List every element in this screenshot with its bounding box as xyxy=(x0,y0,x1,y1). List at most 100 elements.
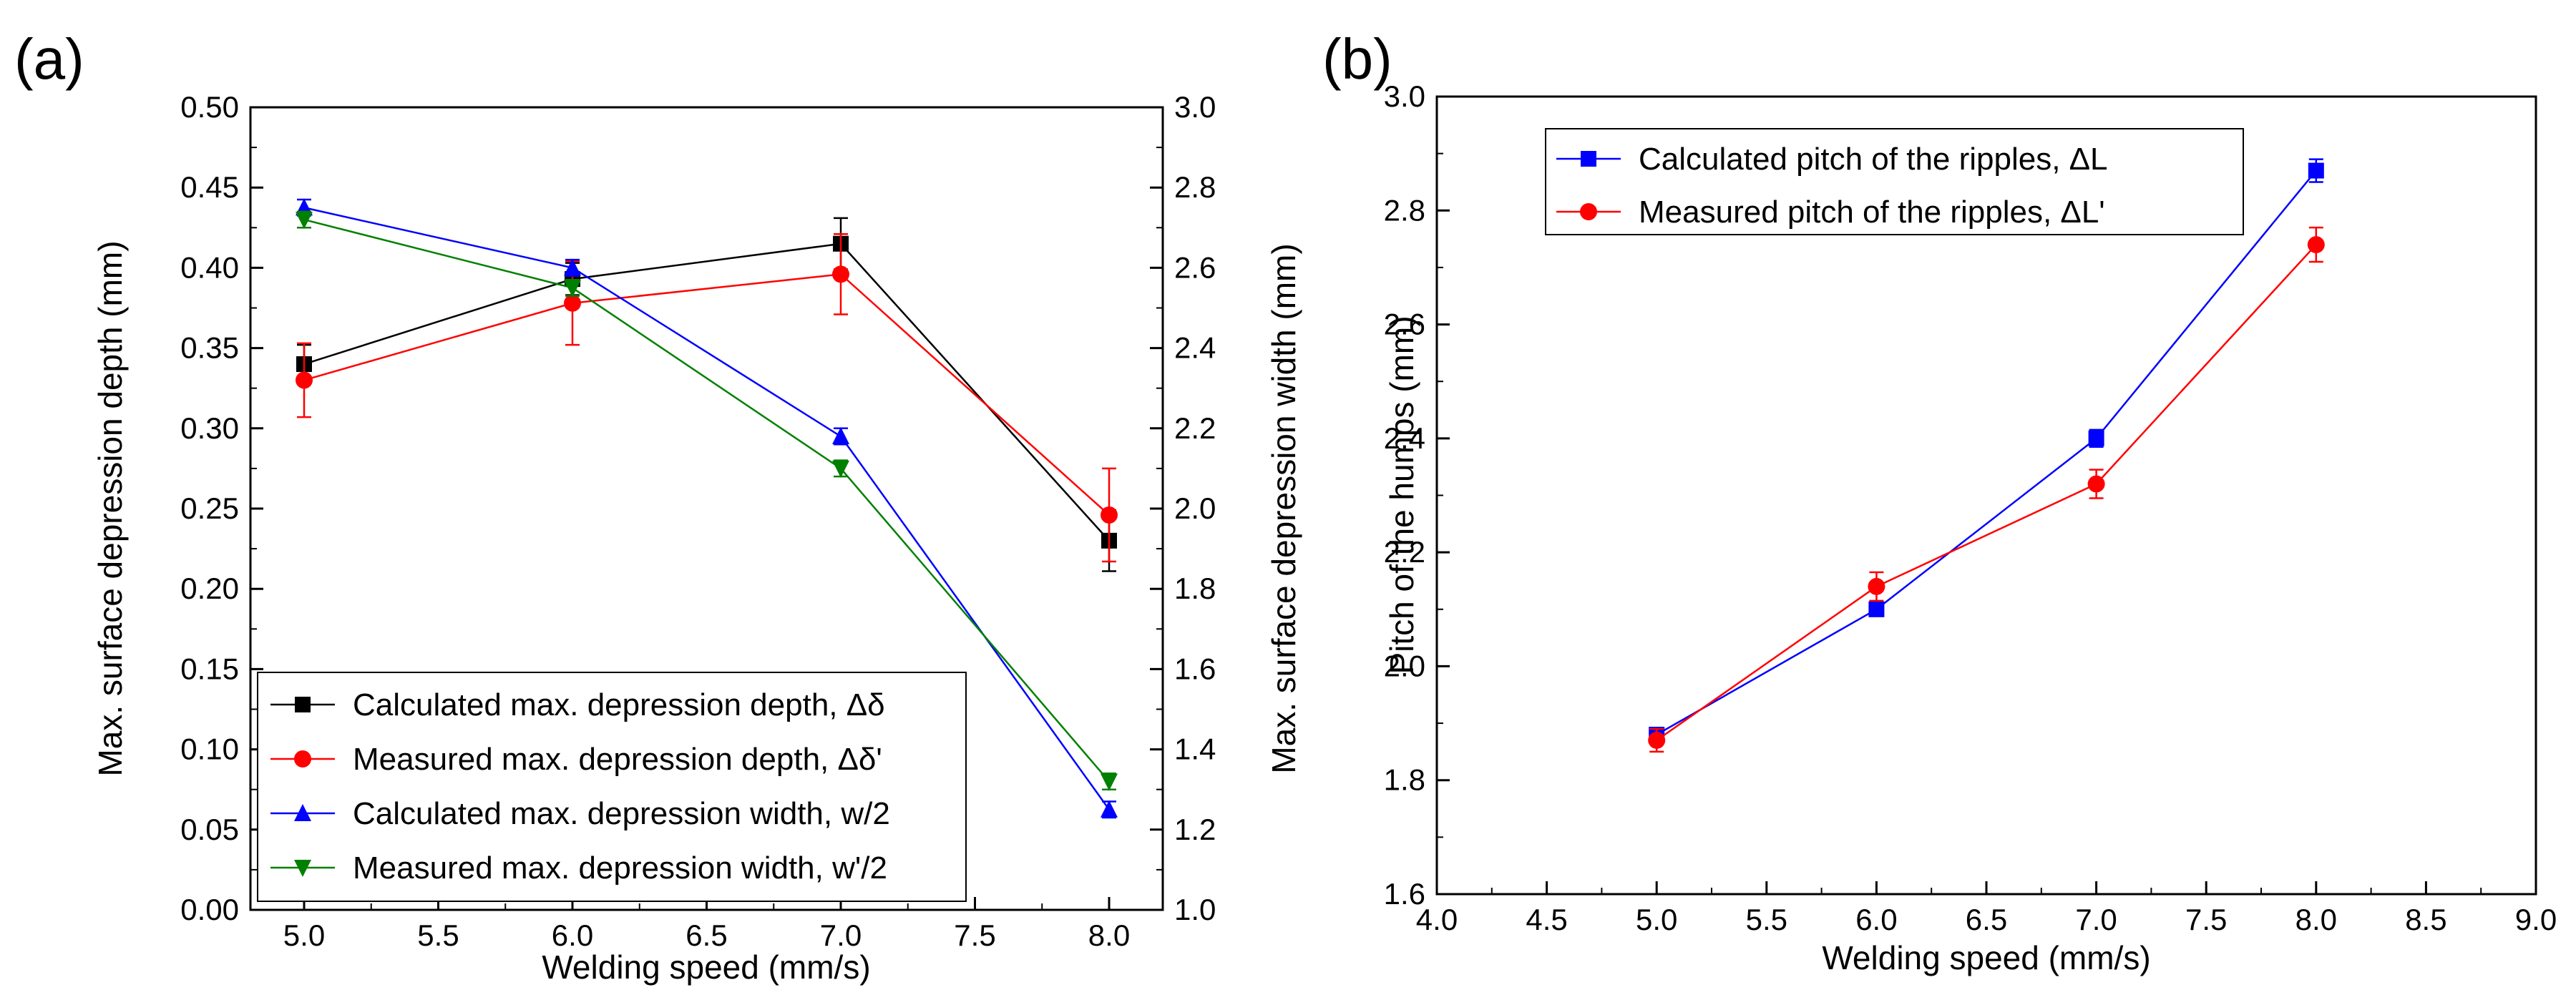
x-tick-label: 6.5 xyxy=(1966,903,2007,936)
y-tick-label: 0.50 xyxy=(180,90,239,124)
legend-label: Calculated pitch of the ripples, ΔL xyxy=(1639,142,2108,177)
x-tick-label: 5.0 xyxy=(1636,903,1677,936)
legend-a: Calculated max. depression depth, Δδ Meas… xyxy=(257,672,967,902)
x-tick-label: 6.0 xyxy=(1855,903,1897,936)
y-tick-label: 2.6 xyxy=(1384,308,1425,341)
series-line xyxy=(303,242,1110,541)
series-line xyxy=(303,218,1110,783)
x-tick-label: 4.5 xyxy=(1526,903,1567,936)
panel-label-b: (b) xyxy=(1322,27,1392,91)
legend-marker xyxy=(1580,203,1597,220)
y2-tick-label: 3.0 xyxy=(1174,90,1216,124)
series-0 xyxy=(1649,158,2324,742)
legend-marker xyxy=(294,804,311,821)
series-line xyxy=(303,273,1110,516)
chart-panel-b: 4.0 4.5 5.0 5.5 6.0 6.5 7.0 7.5 8.0 8.5 9.0 1.6 1.8 2… xyxy=(1383,79,2557,976)
data-point xyxy=(564,258,581,276)
data-point xyxy=(2087,475,2105,493)
x-tick-label: 8.5 xyxy=(2405,903,2446,936)
y-tick-label: 0.15 xyxy=(180,652,239,685)
data-point xyxy=(2088,430,2104,446)
panel-label-a: (a) xyxy=(14,27,84,91)
y-tick-label: 0.45 xyxy=(180,170,239,204)
data-point xyxy=(2308,162,2324,179)
x-tick-label: 6.5 xyxy=(686,918,727,952)
x-tick-label: 5.5 xyxy=(1746,903,1787,936)
legend-label: Measured pitch of the ripples, ΔL' xyxy=(1639,195,2105,230)
x-tick-label: 9.0 xyxy=(2515,903,2557,936)
data-point xyxy=(1101,773,1118,791)
data-point xyxy=(564,280,581,298)
x-tick-label: 5.0 xyxy=(283,918,325,952)
x-tick-label: 7.0 xyxy=(2075,903,2117,936)
y-tick-label: 0.30 xyxy=(180,411,239,445)
y2-tick-label: 2.8 xyxy=(1174,170,1216,204)
series-2 xyxy=(296,198,1118,819)
legend-box-b xyxy=(1545,128,2244,235)
legend-marker xyxy=(294,750,311,768)
y-tick-label: 0.40 xyxy=(180,250,239,284)
y-tick-label: 1.8 xyxy=(1384,763,1425,797)
x-axis-label-b: Welding speed (mm/s) xyxy=(1822,939,2150,976)
x-axis-label-a: Welding speed (mm/s) xyxy=(542,948,870,986)
series-line xyxy=(1656,170,2317,736)
y2-tick-label: 2.0 xyxy=(1174,491,1216,525)
series-line xyxy=(1656,244,2317,741)
series-line xyxy=(303,207,1111,810)
x-tick-label: 6.0 xyxy=(552,918,593,952)
legend-label: Measured max. depression depth, Δδ' xyxy=(353,742,882,777)
series-1 xyxy=(296,233,1118,563)
data-point xyxy=(1648,731,1666,749)
x-tick-label: 8.0 xyxy=(2296,903,2337,936)
y-axis-label-a: Max. surface depression depth (mm) xyxy=(92,240,129,776)
y-tick-label: 0.00 xyxy=(180,893,239,926)
y2-tick-label: 2.6 xyxy=(1174,250,1216,284)
y-tick-label: 0.35 xyxy=(180,331,239,365)
x-tick-label: 5.5 xyxy=(417,918,459,952)
y-tick-label: 0.05 xyxy=(180,813,239,846)
y-tick-label: 2.4 xyxy=(1384,421,1425,455)
legend-label: Measured max. depression width, w'/2 xyxy=(353,850,887,886)
y-axis-label-b: Pitch of the humps (mm) xyxy=(1383,315,1420,674)
y-tick-label: 0.25 xyxy=(180,491,239,525)
y2-axis-label-a: Max. surface depression width (mm) xyxy=(1265,243,1302,773)
data-point xyxy=(296,371,313,389)
x-tick-label: 7.5 xyxy=(954,918,995,952)
legend-marker xyxy=(295,697,311,712)
data-point xyxy=(1101,506,1118,524)
chart-panel-a: 5.0 5.5 6.0 6.5 7.0 7.5 8.0 0.00 0.05 0.10 0.15 0.2… xyxy=(92,90,1302,986)
legend-b: Calculated pitch of the ripples, ΔL Measu… xyxy=(1545,128,2244,235)
legend-label: Calculated max. depression width, w/2 xyxy=(353,796,890,831)
y-tick-label: 3.0 xyxy=(1384,79,1425,113)
y2-tick-label: 2.4 xyxy=(1174,331,1216,365)
data-point xyxy=(2307,236,2325,254)
y2-tick-label: 1.8 xyxy=(1174,572,1216,605)
data-point xyxy=(564,294,581,312)
series-0 xyxy=(296,217,1117,572)
series-3 xyxy=(296,210,1118,791)
y-tick-label: 2.0 xyxy=(1384,649,1425,682)
legend-marker xyxy=(1581,151,1596,167)
y-tick-label: 0.20 xyxy=(180,572,239,605)
data-point xyxy=(1868,601,1885,617)
data-point xyxy=(832,265,849,283)
y2-tick-label: 1.6 xyxy=(1174,652,1216,685)
y-tick-label: 1.6 xyxy=(1384,877,1425,911)
legend-label: Calculated max. depression depth, Δδ xyxy=(353,687,885,722)
y2-tick-label: 1.2 xyxy=(1174,813,1216,846)
y-tick-label: 2.2 xyxy=(1384,535,1425,569)
data-point xyxy=(296,212,313,230)
legend-marker xyxy=(294,860,311,877)
data-point xyxy=(832,460,849,478)
data-point xyxy=(1868,577,1885,595)
y2-tick-label: 1.4 xyxy=(1174,732,1216,766)
y2-tick-label: 2.2 xyxy=(1174,411,1216,445)
x-tick-label: 4.0 xyxy=(1416,903,1458,936)
x-tick-label: 7.0 xyxy=(820,918,862,952)
legend-box-a xyxy=(257,672,967,902)
y-tick-label: 0.10 xyxy=(180,732,239,766)
data-point xyxy=(1101,800,1118,818)
x-tick-label: 7.5 xyxy=(2185,903,2227,936)
x-tick-label: 8.0 xyxy=(1088,918,1130,952)
